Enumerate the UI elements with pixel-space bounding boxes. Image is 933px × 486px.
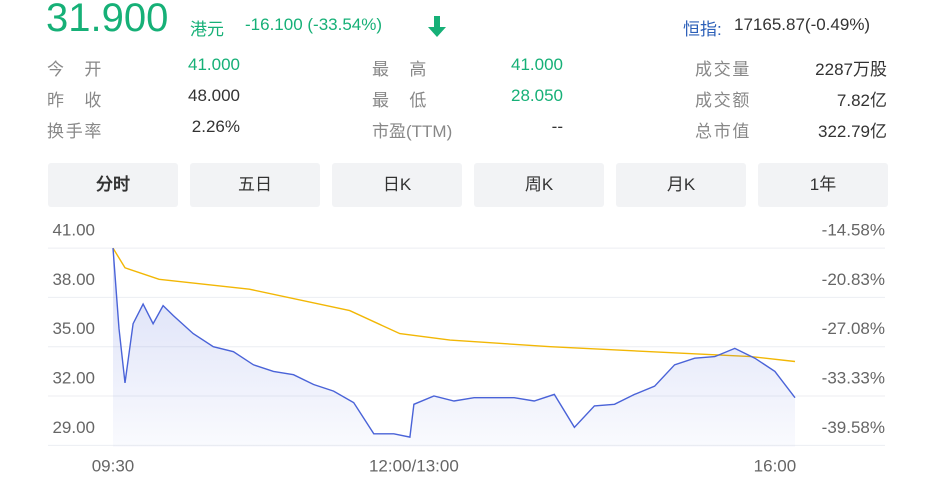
stat-value: 41.000 [511, 55, 563, 74]
line [112, 247, 796, 363]
change: -16.100 (-33.54%) [245, 15, 383, 34]
stat-label: 市盈(TTM) [372, 122, 453, 141]
y-tick-label: 35.00 [52, 319, 95, 338]
y-tick-label: 38.00 [52, 270, 95, 289]
stat-value: -- [551, 117, 563, 136]
tab[interactable]: 月K [616, 163, 746, 207]
y2-tick-label: -27.08% [822, 319, 885, 338]
tab[interactable]: 1年 [758, 163, 888, 207]
stat-label: 昨收 [47, 91, 102, 110]
stat-value: 7.82亿 [836, 91, 887, 110]
tab[interactable]: 日K [332, 163, 462, 207]
stat-value: 41.000 [188, 55, 240, 74]
stat-value: 48.000 [188, 86, 240, 105]
y2-tick-label: -39.58% [822, 418, 885, 437]
tab[interactable]: 周K [474, 163, 604, 207]
y2-tick-label: -33.33% [822, 369, 885, 388]
index-label[interactable]: 恒指: [683, 20, 722, 39]
tab[interactable]: 分时 [48, 163, 178, 207]
y-tick-label: 32.00 [52, 369, 95, 388]
stat-label: 总市值 [695, 122, 750, 141]
stat-value: 2287万股 [815, 60, 887, 79]
currency: 港元 [190, 20, 224, 39]
x-tick-label: 12:00/13:00 [369, 456, 459, 475]
stat-value: 2.26% [191, 117, 240, 136]
stat-label: 今开 [47, 60, 102, 79]
x-tick-label: 09:30 [92, 456, 135, 475]
y2-tick-label: -14.58% [822, 221, 885, 240]
line [112, 248, 796, 438]
chart: 41.00 38.00 35.00 32.00 29.00 -14.58% -20.83% -… [48, 221, 885, 475]
stat-label: 最高 [372, 60, 427, 79]
y2-tick-label: -20.83% [822, 270, 885, 289]
x-tick-label: 16:00 [754, 456, 797, 475]
stat-value: 322.79亿 [818, 122, 887, 141]
y-tick-label: 41.00 [52, 221, 95, 240]
area-fill [113, 248, 795, 447]
tab[interactable]: 五日 [190, 163, 320, 207]
stat-label: 成交量 [695, 60, 750, 79]
stat-label: 成交额 [695, 91, 750, 110]
stat-label: 最低 [372, 91, 427, 110]
stat-value: 28.050 [511, 86, 563, 105]
stat-label: 换手率 [47, 122, 102, 141]
index-value: 17165.87(-0.49%) [734, 15, 871, 34]
y-tick-label: 29.00 [52, 418, 95, 437]
price: 31.900 [46, 0, 169, 40]
down-arrow [428, 16, 446, 37]
